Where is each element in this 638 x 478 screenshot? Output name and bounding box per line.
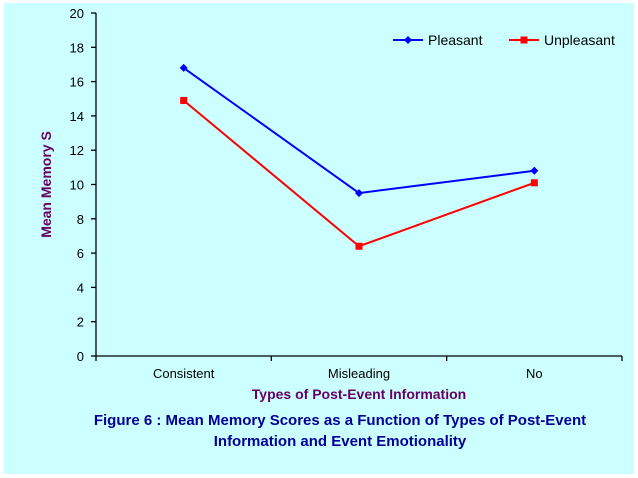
y-tick-label: 2 [77,315,84,330]
figure-caption: Figure 6 : Mean Memory Scores as a Funct… [93,412,587,450]
y-tick-label: 8 [77,212,84,227]
y-tick-label: 18 [70,40,84,55]
data-point-pleasant [355,189,363,198]
legend-marker-unpleasant [520,36,528,44]
data-point-unpleasant [355,242,363,250]
x-tick-label: Misleading [328,366,390,381]
data-point-pleasant [530,166,539,175]
legend-label-unpleasant: Unpleasant [544,32,615,48]
y-tick-label: 4 [77,280,84,295]
y-tick-label: 20 [70,6,84,21]
y-tick-label: 10 [70,178,84,193]
x-tick-label: No [526,366,543,381]
series-line-unpleasant [183,99,535,248]
y-tick-label: 12 [70,143,84,158]
data-point-unpleasant [530,179,538,187]
y-tick-label: 14 [70,109,84,124]
data-point-unpleasant [180,96,188,104]
y-tick-label: 16 [70,75,84,90]
y-tick-label: 6 [77,246,84,261]
legend-marker-pleasant [404,36,412,44]
chart-panel [4,3,634,474]
series-line-pleasant [183,67,535,195]
y-tick-label: 0 [77,349,84,364]
x-axis-title: Types of Post-Event Information [252,386,466,402]
x-tick-label: Consistent [153,366,215,381]
legend-label-pleasant: Pleasant [428,32,483,48]
data-point-pleasant [179,63,188,72]
y-axis-title: Mean Memory S [38,131,54,238]
